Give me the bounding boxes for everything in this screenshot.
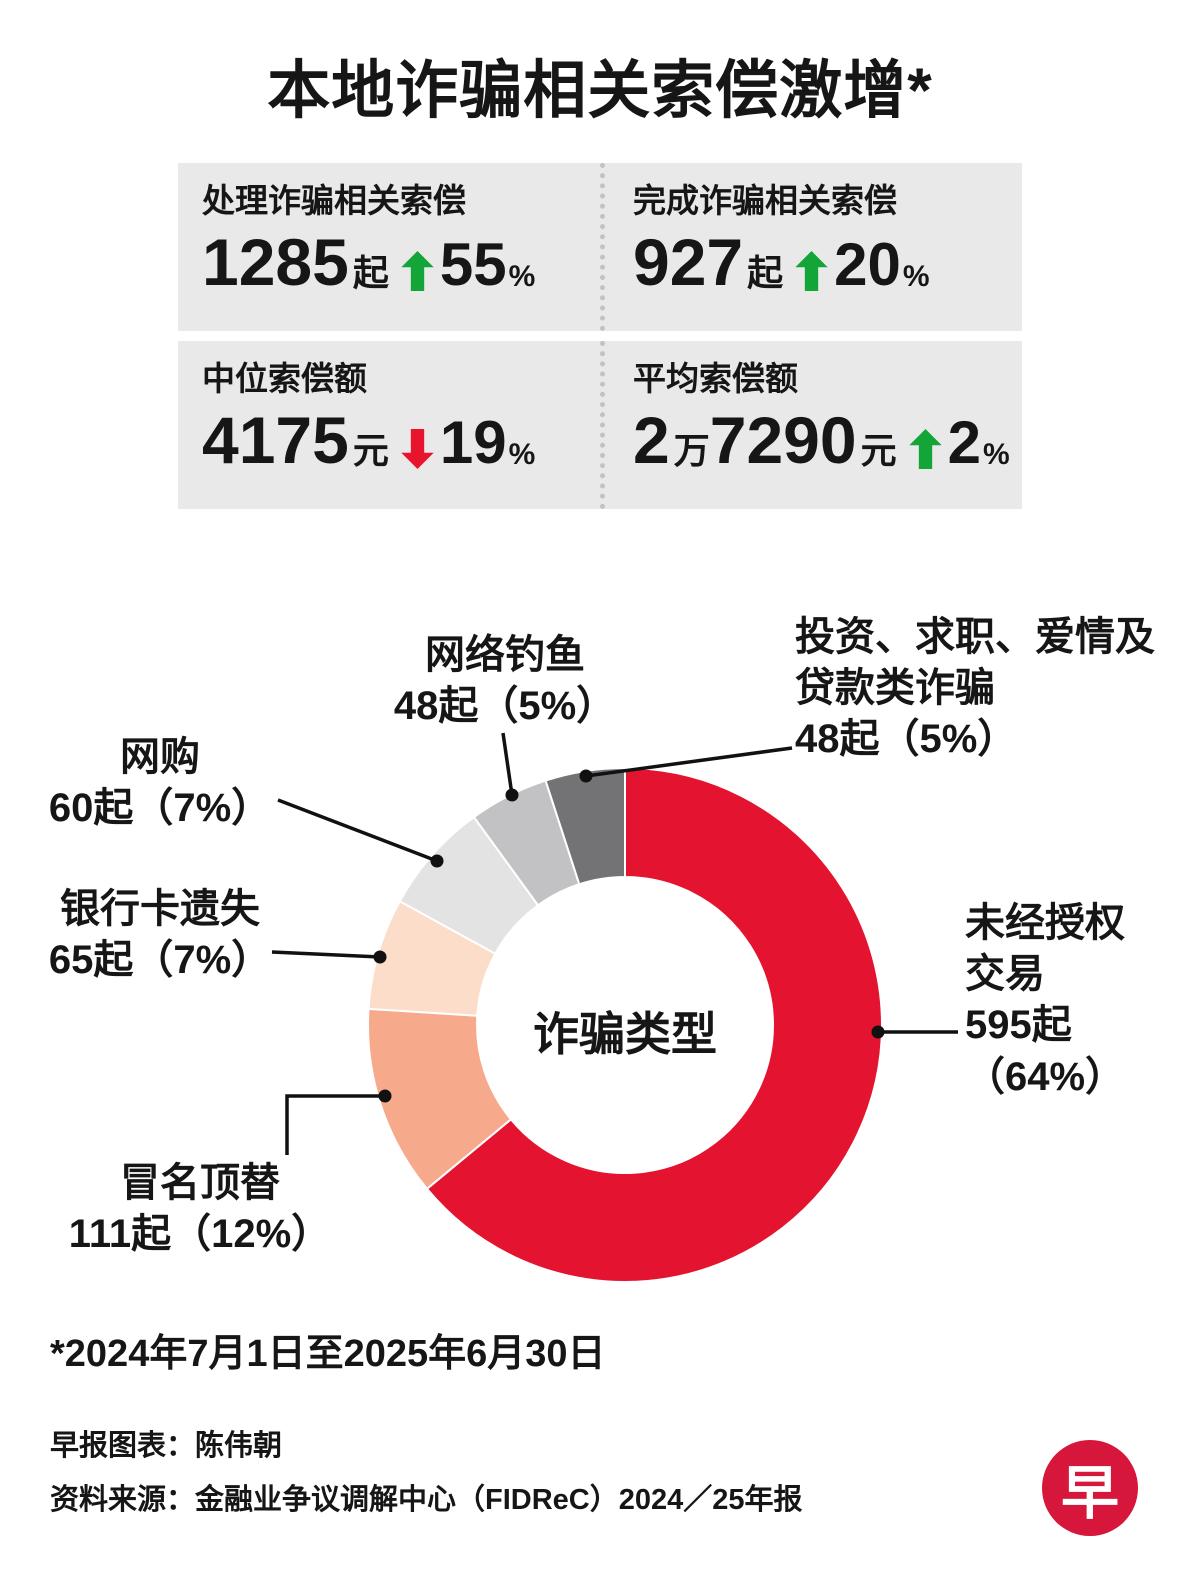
segment-name: 网络钓鱼 [425,633,585,677]
stat-average-claim: 平均索偿额 2 万 7290 元 2 % [600,341,1022,509]
segment-value: 48起（5%） [393,684,617,729]
donut-segment [472,779,581,907]
stat-percent: 55 [439,231,507,299]
stat-unit: 万 [673,430,710,472]
page-title: 本地诈骗相关索偿激增* [267,56,933,126]
segment-label-unauthorized-transactions: 未经授权交易 595起（64%） [965,898,1150,1103]
segment-value: 595起（64%） [965,1003,1126,1099]
stat-unit: 起 [352,252,389,294]
stat-unit: 起 [747,252,784,294]
stat-label: 完成诈骗相关索偿 [633,182,897,219]
stat-number: 927 [633,225,744,300]
segment-label-phishing: 网络钓鱼 48起（5%） [355,630,655,732]
stat-number: 4175 [202,403,349,478]
segment-label-lost-bank-card: 银行卡遗失 65起（7%） [25,884,295,986]
stat-label: 中位索偿额 [202,360,367,397]
stat-value: 927 起 20 % [633,229,1022,295]
segment-name: 网购 [120,735,200,779]
stats-panel: 处理诈骗相关索偿 1285 起 55 % 完成诈骗相关索偿 927 起 20 % [178,163,1022,509]
stat-unit: 元 [352,430,389,472]
stat-percent: 2 [947,409,981,477]
segment-value: 65起（7%） [48,938,272,983]
leader-dot [430,854,444,868]
stat-label: 处理诈骗相关索偿 [202,182,466,219]
segment-label-investment-job-romance-loan: 投资、求职、爱情及贷款类诈骗 48起（5%） [795,612,1175,766]
trend-down-icon [401,429,434,470]
stat-value: 1285 起 55 % [202,229,600,295]
stat-processed-claims: 处理诈骗相关索偿 1285 起 55 % [178,163,600,331]
credit-source: 资料来源：金融业争议调解中心（FIDReC）2024／25年报 [50,1483,803,1516]
trend-up-icon [908,429,942,470]
stats-row-1: 处理诈骗相关索偿 1285 起 55 % 完成诈骗相关索偿 927 起 20 % [178,163,1022,331]
donut-segment [398,815,540,956]
stat-number: 2 [633,403,670,478]
segment-name: 投资、求职、爱情及贷款类诈骗 [795,615,1155,711]
percent-sign: % [982,438,1010,472]
stat-completed-claims: 完成诈骗相关索偿 927 起 20 % [600,163,1022,331]
donut-center-label: 诈骗类型 [533,1008,717,1060]
leader-dot [505,788,519,802]
segment-name: 未经授权交易 [965,901,1125,997]
stat-median-claim: 中位索偿额 4175 元 19 % [178,341,600,509]
stats-row-2: 中位索偿额 4175 元 19 % 平均索偿额 2 万 7290 元 2 [178,341,1022,509]
credits: 早报图表：陈伟朝 资料来源：金融业争议调解中心（FIDReC）2024／25年报 [50,1420,803,1527]
zaobao-logo: 早 [1042,1440,1138,1536]
leader-line [501,732,514,796]
segment-name: 银行卡遗失 [60,887,260,931]
trend-up-icon [795,251,828,292]
stat-value: 4175 元 19 % [202,407,600,473]
segment-label-online-shopping: 网购 60起（7%） [35,732,285,834]
leader-line [585,746,793,778]
leader-dot [871,1025,885,1039]
credit-author: 早报图表：陈伟朝 [50,1430,283,1462]
leader-dot [373,950,387,964]
trend-up-icon [401,251,434,292]
leader-line [277,798,438,863]
percent-sign: % [902,260,930,294]
footnote-date-range: *2024年7月1日至2025年6月30日 [50,1333,606,1375]
segment-value: 111起（12%） [68,1212,332,1257]
leader-line [285,1094,385,1155]
stat-number: 7290 [709,403,857,478]
stat-number: 1285 [202,225,349,300]
leader-dot [579,769,593,783]
stat-percent: 20 [834,231,901,299]
stat-percent: 19 [439,409,507,477]
leader-dot [378,1089,392,1103]
segment-label-impersonation: 冒名顶替 111起（12%） [50,1158,350,1260]
stat-label: 平均索偿额 [633,360,798,397]
donut-segment [544,766,626,886]
percent-sign: % [508,438,536,472]
percent-sign: % [508,260,536,294]
segment-value: 60起（7%） [48,786,272,831]
stat-value: 2 万 7290 元 2 % [633,407,1022,473]
segment-name: 冒名顶替 [120,1161,280,1205]
stat-unit: 元 [860,430,897,472]
segment-value: 48起（5%） [795,717,1018,762]
